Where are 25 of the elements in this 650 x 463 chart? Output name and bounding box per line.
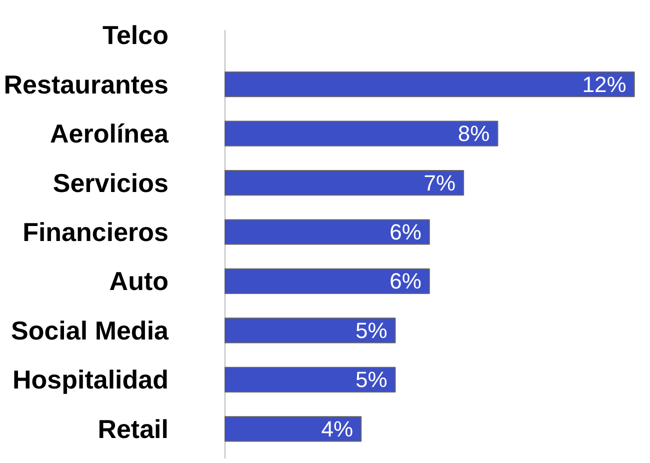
y-tick-label: Telco bbox=[102, 20, 169, 50]
data-label: 5% bbox=[355, 367, 388, 392]
bar bbox=[224, 120, 498, 146]
bar bbox=[224, 318, 396, 344]
y-tick-label: Auto bbox=[109, 266, 169, 296]
bar bbox=[224, 71, 635, 98]
bar bbox=[224, 219, 430, 245]
data-label: 6% bbox=[390, 268, 422, 294]
data-label: 4% bbox=[321, 416, 354, 442]
bar bbox=[224, 416, 362, 442]
y-tick-label: Retail bbox=[98, 414, 169, 444]
y-tick-label: Aerolínea bbox=[50, 118, 170, 149]
data-label: 5% bbox=[355, 318, 388, 343]
bar bbox=[224, 268, 430, 294]
bar bbox=[224, 366, 396, 393]
y-tick-label: Financieros bbox=[22, 217, 169, 247]
data-label: 8% bbox=[458, 121, 490, 146]
y-tick-label: Hospitalidad bbox=[12, 364, 169, 395]
data-label: 7% bbox=[424, 170, 456, 196]
data-label: 12% bbox=[582, 72, 626, 97]
bar bbox=[224, 170, 464, 196]
data-label: 6% bbox=[390, 220, 422, 244]
y-tick-label: Restaurantes bbox=[4, 69, 168, 100]
y-tick-label: Servicios bbox=[52, 168, 169, 198]
y-tick-label: Social Media bbox=[11, 315, 170, 346]
